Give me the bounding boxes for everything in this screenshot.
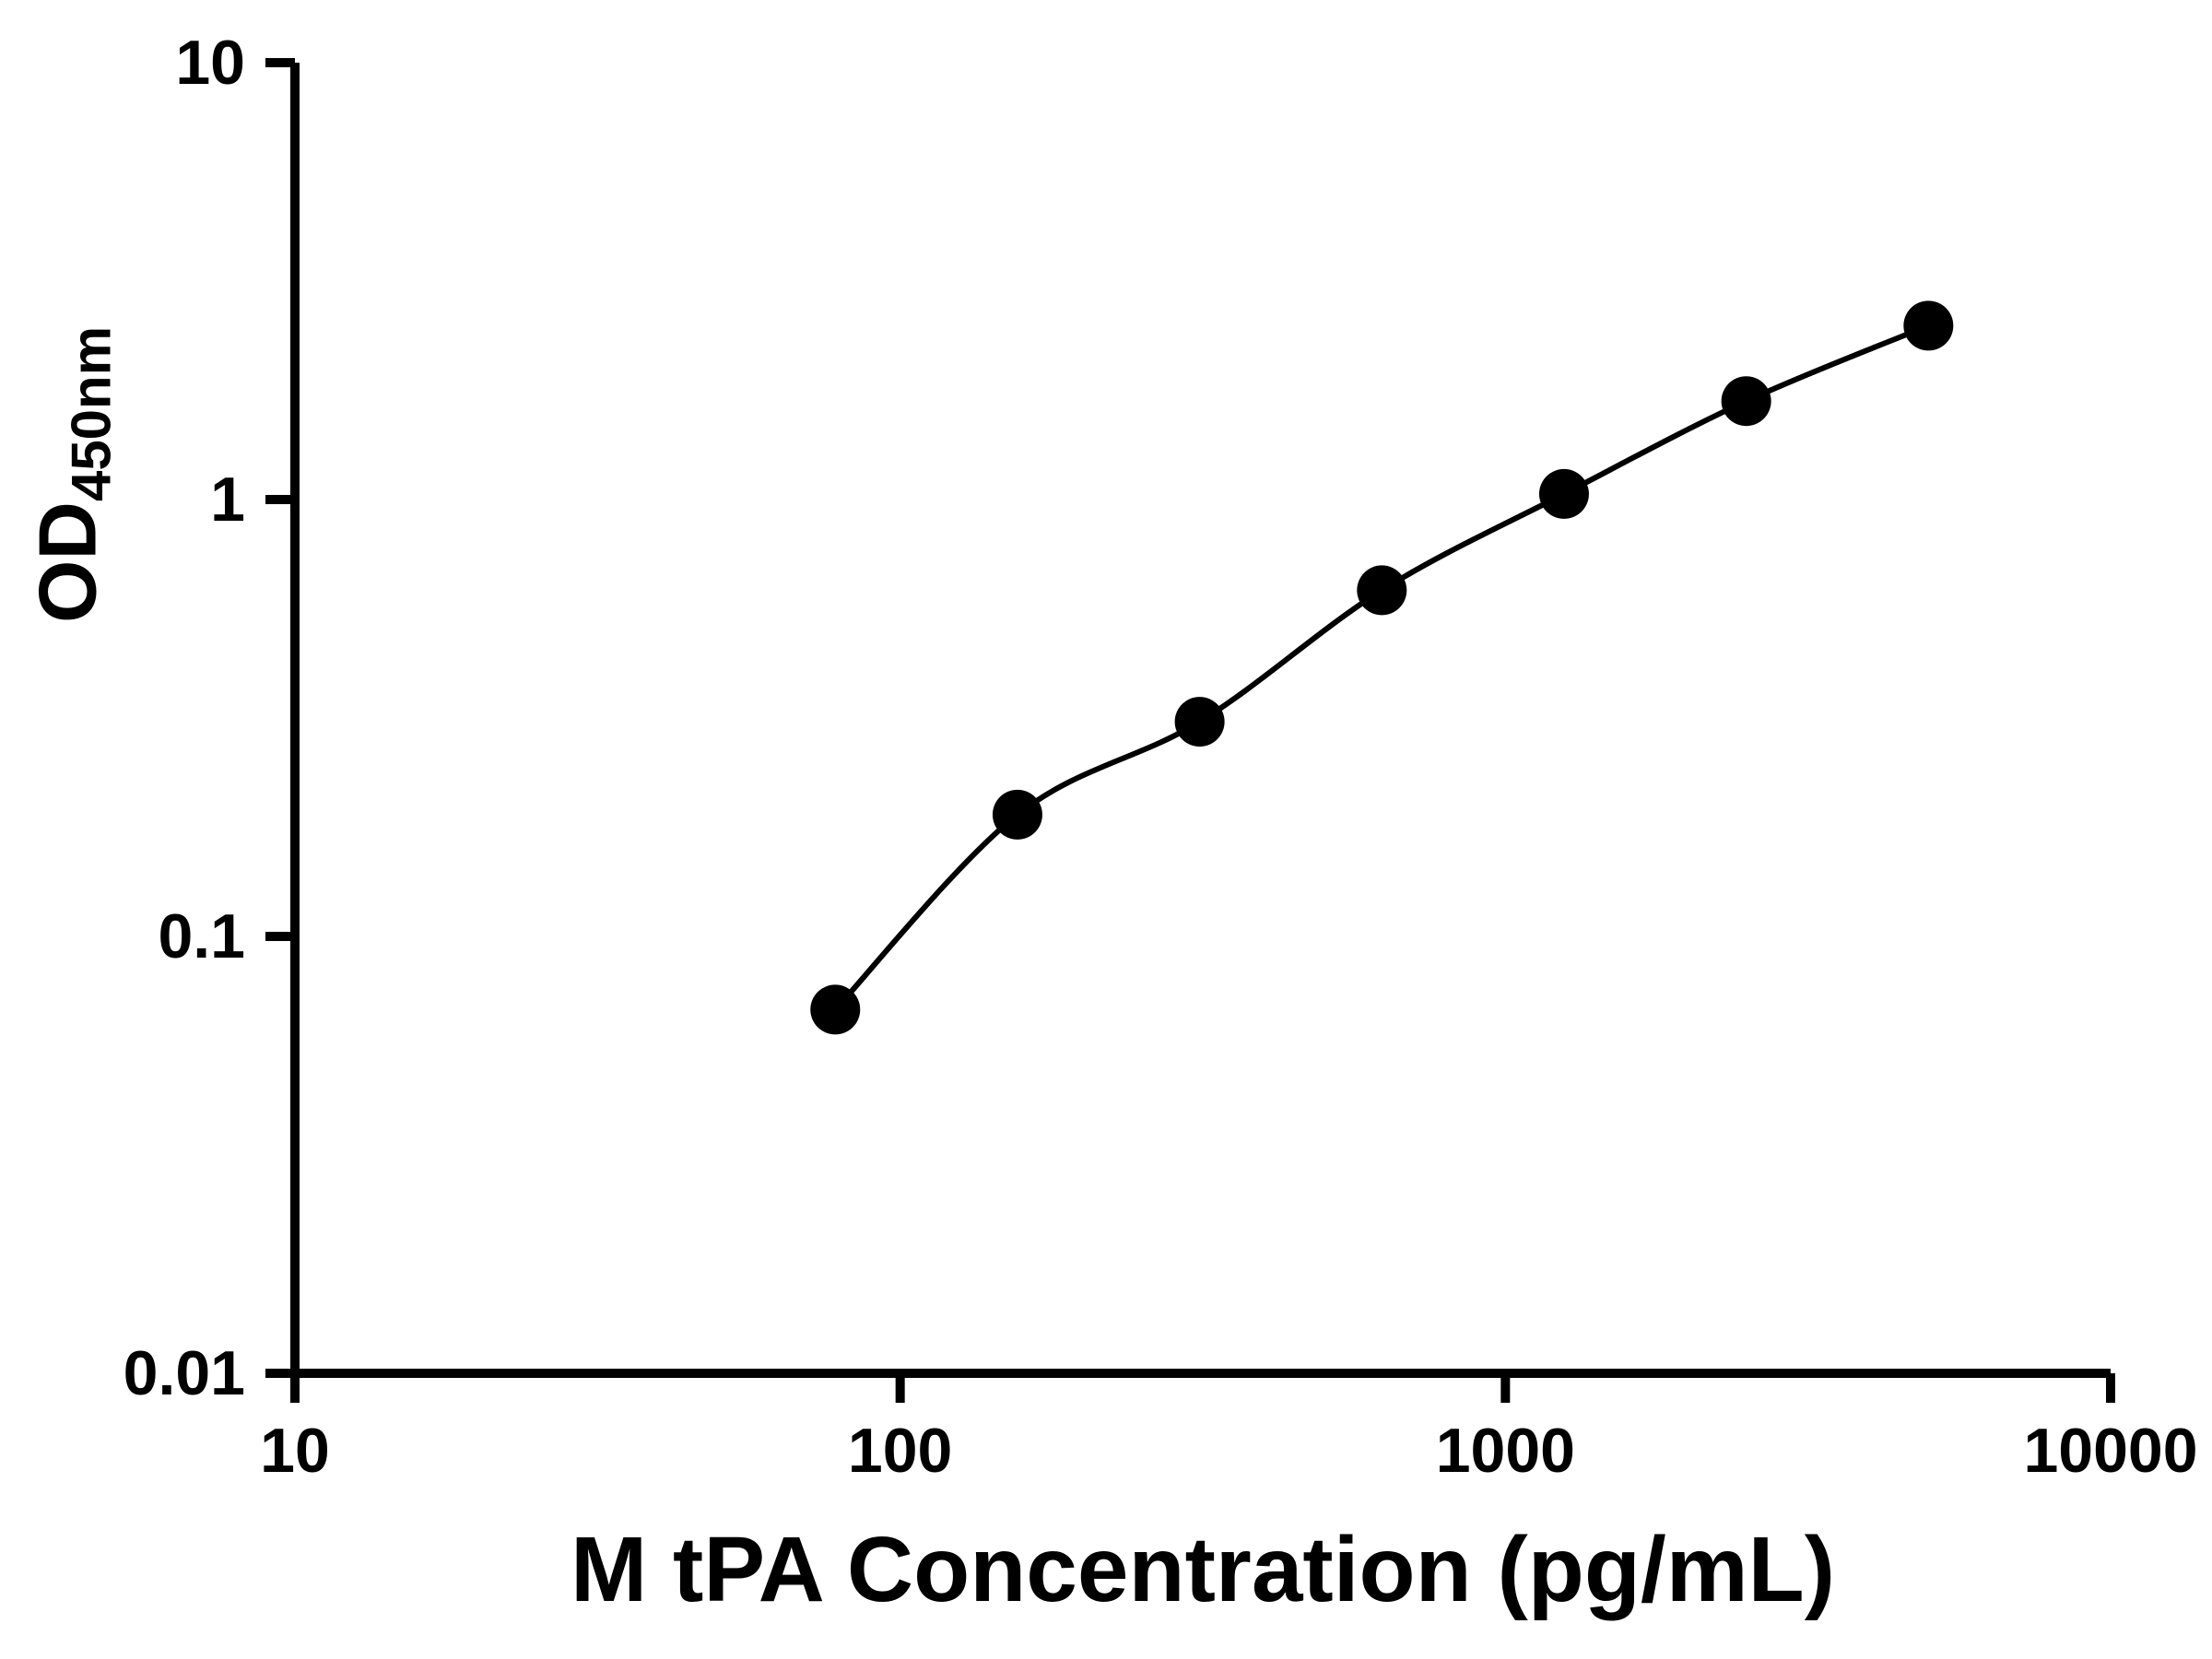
x-tick-label: 1000 <box>1436 1416 1575 1486</box>
y-tick-label: 0.01 <box>124 1338 245 1408</box>
data-point <box>1721 376 1771 427</box>
data-point <box>1538 468 1589 519</box>
x-axis-title: M tPA Concentration (pg/mL) <box>570 1518 1836 1621</box>
y-axis-title: OD450nm <box>21 326 124 623</box>
data-point <box>1357 565 1407 616</box>
data-point <box>1174 697 1225 747</box>
data-point <box>992 789 1042 840</box>
fit-curve <box>833 323 1930 1012</box>
data-point <box>1903 300 1954 351</box>
x-tick-label: 100 <box>848 1416 952 1486</box>
y-tick-label: 1 <box>210 465 245 535</box>
y-tick-label: 0.1 <box>158 901 245 971</box>
y-axis-title-main: OD <box>21 501 113 624</box>
y-axis-title-sub: 450nm <box>60 325 123 502</box>
y-tick-label: 10 <box>175 28 245 98</box>
x-tick-label: 10000 <box>2023 1416 2197 1486</box>
x-tick-label: 10 <box>260 1416 330 1486</box>
data-point <box>810 984 861 1035</box>
